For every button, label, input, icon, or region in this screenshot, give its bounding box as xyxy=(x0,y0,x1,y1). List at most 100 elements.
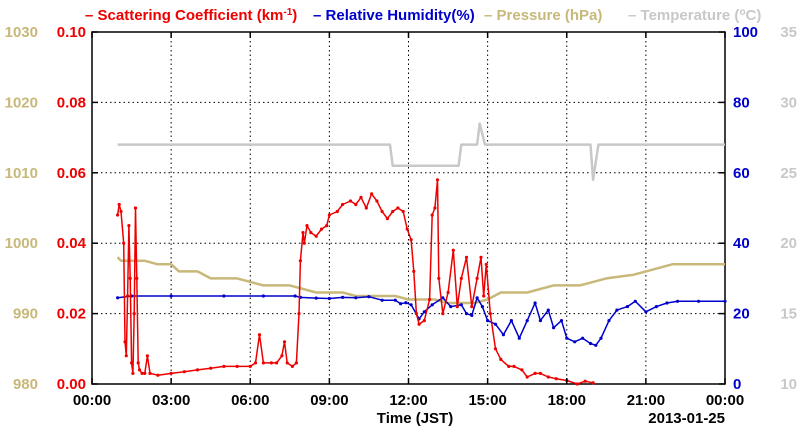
humidity-point xyxy=(449,305,453,309)
scattering-point xyxy=(409,238,413,242)
humidity-point xyxy=(607,319,611,323)
scattering-axis-tick-label: 0.06 xyxy=(57,165,86,182)
scattering-point xyxy=(507,364,511,368)
scattering-point xyxy=(488,312,492,316)
humidity-series-line xyxy=(117,295,725,347)
humidity-axis-tick-label: 100 xyxy=(733,24,758,41)
humidity-point xyxy=(480,305,484,309)
scattering-point xyxy=(301,231,305,235)
scattering-point xyxy=(119,209,123,214)
scattering-point xyxy=(433,206,437,210)
scattering-point xyxy=(385,217,389,221)
humidity-point xyxy=(633,299,637,303)
humidity-point xyxy=(169,294,173,298)
scattering-point xyxy=(325,224,329,228)
pressure-series-line xyxy=(116,256,725,305)
scattering-point xyxy=(136,361,140,365)
scattering-point xyxy=(455,305,459,309)
x-tick-label: 12:00 xyxy=(389,392,427,409)
scattering-point xyxy=(364,206,368,210)
scattering-point xyxy=(405,227,409,231)
x-axis-label: Time (JST) xyxy=(377,410,453,427)
scattering-point xyxy=(370,192,374,196)
pressure-axis-tick-label: 1030 xyxy=(5,24,38,41)
temperature-axis-tick-label: 15 xyxy=(780,306,797,323)
scattering-point xyxy=(319,227,324,231)
humidity-point xyxy=(470,313,474,317)
scattering-axis-tick-label: 0.04 xyxy=(57,235,87,252)
scattering-point xyxy=(135,276,139,280)
scattering-point xyxy=(128,276,132,280)
scattering-series-line xyxy=(116,179,594,385)
humidity-point xyxy=(327,296,331,301)
scattering-point xyxy=(520,368,524,372)
humidity-point xyxy=(565,336,569,340)
scattering-point xyxy=(222,364,226,368)
scattering-point xyxy=(140,371,144,375)
pressure-axis-tick-label: 1010 xyxy=(5,165,38,182)
humidity-point xyxy=(393,298,397,302)
scattering-point xyxy=(182,370,186,374)
humidity-axis-tick-label: 60 xyxy=(733,165,750,182)
humidity-point xyxy=(404,301,408,305)
scattering-point xyxy=(591,381,595,385)
scattering-point xyxy=(122,241,126,245)
legend-item: – Scattering Coefficient (km-1) xyxy=(85,7,297,25)
scattering-point xyxy=(583,379,587,383)
x-tick-label: 15:00 xyxy=(468,392,506,409)
scattering-point xyxy=(428,297,432,302)
scattering-point xyxy=(290,364,294,368)
humidity-point xyxy=(625,305,630,309)
humidity-point xyxy=(697,299,701,303)
humidity-point xyxy=(314,296,318,300)
scattering-point xyxy=(335,209,339,214)
humidity-point xyxy=(533,301,537,305)
humidity-point xyxy=(594,343,598,347)
scattering-point xyxy=(493,347,498,351)
x-tick-label: 06:00 xyxy=(231,392,269,409)
pressure-axis-tick-label: 990 xyxy=(13,306,38,323)
temperature-axis-tick-label: 20 xyxy=(780,235,797,252)
x-tick-label: 09:00 xyxy=(310,392,348,409)
temperature-axis-tick-label: 30 xyxy=(780,94,797,111)
humidity-point xyxy=(486,319,490,323)
scattering-point xyxy=(131,371,135,375)
scattering-point xyxy=(133,206,138,210)
x-tick-label: 21:00 xyxy=(627,392,665,409)
humidity-point xyxy=(644,310,648,314)
humidity-point xyxy=(380,298,384,302)
scattering-point xyxy=(269,361,273,365)
humidity-axis-tick-label: 80 xyxy=(733,94,750,111)
scattering-point xyxy=(143,371,147,375)
scattering-point xyxy=(327,213,331,217)
scattering-point xyxy=(479,255,483,259)
scattering-point xyxy=(459,276,463,280)
scattering-point xyxy=(546,375,550,379)
scattering-point xyxy=(285,361,289,365)
humidity-axis-tick-label: 40 xyxy=(733,235,750,252)
grid-lines xyxy=(92,32,725,384)
scattering-point xyxy=(261,361,265,365)
humidity-point xyxy=(399,302,403,306)
scattering-axis-tick-label: 0.02 xyxy=(57,306,86,323)
scattering-point xyxy=(446,290,450,295)
humidity-point xyxy=(459,303,463,307)
legend-item: – Relative Humidity(%) xyxy=(313,7,475,24)
scattering-point xyxy=(380,209,384,214)
legend-item: – Temperature (oC) xyxy=(628,7,761,25)
pressure-axis-tick-label: 1020 xyxy=(5,94,38,111)
scattering-point xyxy=(145,354,149,358)
scattering-point xyxy=(441,312,445,316)
scattering-point xyxy=(314,234,318,238)
scattering-point xyxy=(430,213,434,217)
humidity-axis-tick-label: 20 xyxy=(733,306,750,323)
scattering-point xyxy=(297,312,301,316)
pressure-axis-tick-label: 1000 xyxy=(5,235,38,252)
humidity-point xyxy=(341,295,345,299)
humidity-point xyxy=(475,296,479,300)
x-tick-label: 00:00 xyxy=(73,392,111,409)
scattering-axis-tick-label: 0.10 xyxy=(57,24,86,41)
humidity-point xyxy=(538,319,543,323)
scattering-point xyxy=(169,371,173,375)
temperature-axis-tick-label: 35 xyxy=(780,24,797,41)
